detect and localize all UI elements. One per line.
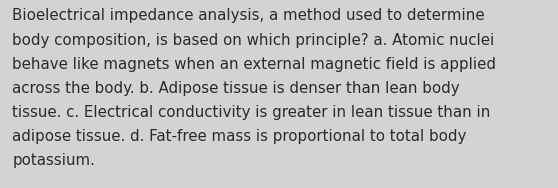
Text: adipose tissue. d. Fat-free mass is proportional to total body: adipose tissue. d. Fat-free mass is prop… bbox=[12, 129, 466, 144]
Text: potassium.: potassium. bbox=[12, 153, 95, 168]
Text: behave like magnets when an external magnetic field is applied: behave like magnets when an external mag… bbox=[12, 57, 496, 72]
Text: body composition, is based on which principle? a. Atomic nuclei: body composition, is based on which prin… bbox=[12, 33, 494, 48]
Text: Bioelectrical impedance analysis, a method used to determine: Bioelectrical impedance analysis, a meth… bbox=[12, 8, 485, 24]
Text: across the body. b. Adipose tissue is denser than lean body: across the body. b. Adipose tissue is de… bbox=[12, 81, 460, 96]
Text: tissue. c. Electrical conductivity is greater in lean tissue than in: tissue. c. Electrical conductivity is gr… bbox=[12, 105, 490, 120]
